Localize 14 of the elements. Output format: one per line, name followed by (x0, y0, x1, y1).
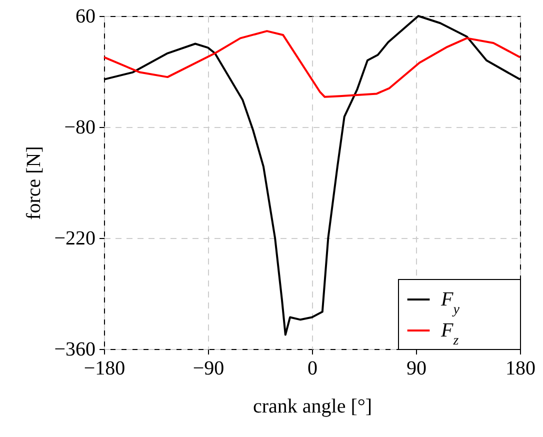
x-tick-label: −90 (192, 358, 224, 380)
line-series (103, 30, 521, 98)
x-tick-label: 180 (506, 358, 536, 380)
x-tick-label: 0 (308, 358, 318, 380)
x-axis-title: crank angle [°] (252, 396, 372, 418)
x-tick-label: 90 (406, 358, 426, 380)
x-tick-label: −180 (84, 358, 126, 380)
legend-label: F$_{y}$ (440, 288, 460, 317)
y-tick-label: 60 (76, 6, 96, 28)
y-tick-label: −220 (54, 228, 96, 250)
y-axis-title: force [N] (23, 146, 46, 220)
y-tick-label: −80 (64, 116, 96, 138)
legend-label: F$_{z}$ (440, 320, 460, 348)
y-tick-label: −360 (54, 338, 96, 360)
